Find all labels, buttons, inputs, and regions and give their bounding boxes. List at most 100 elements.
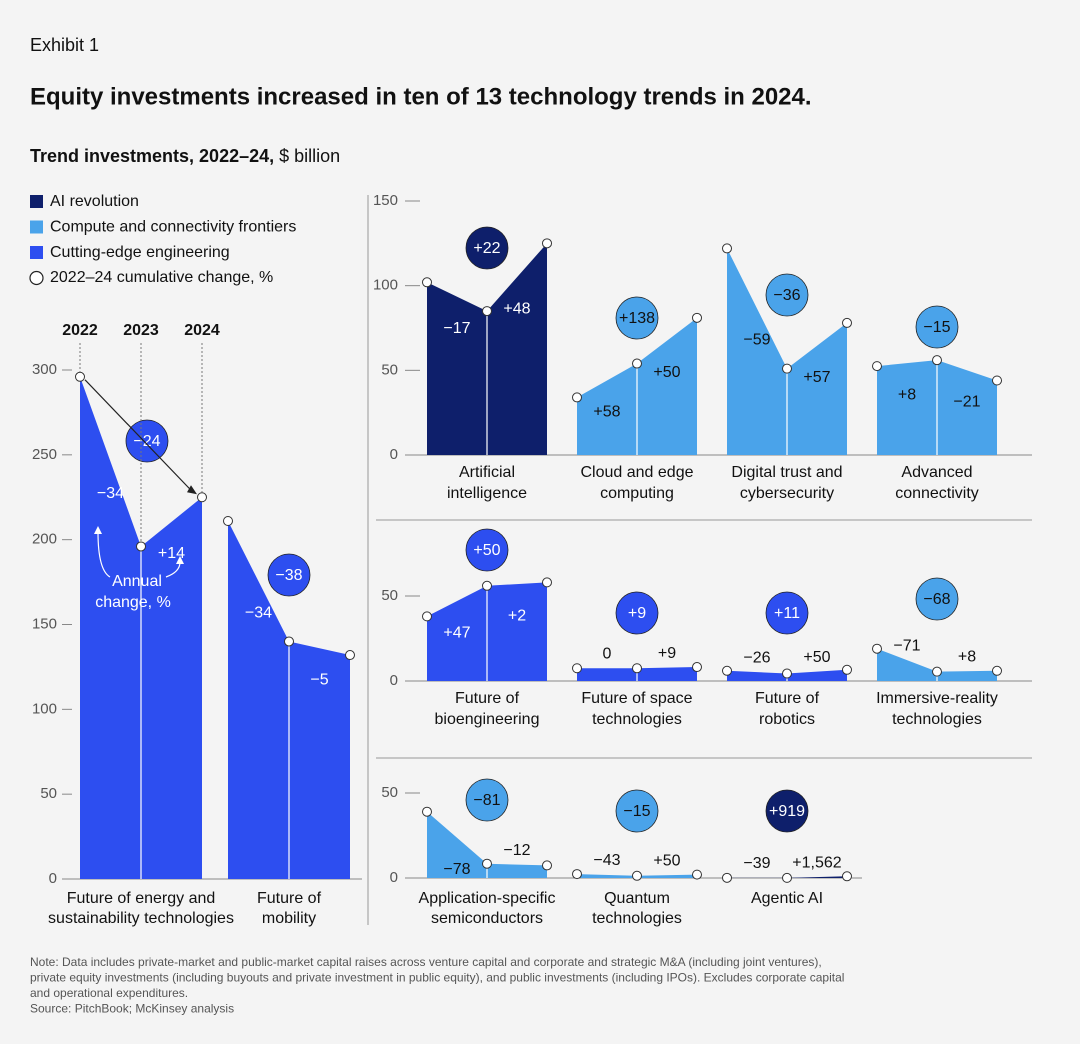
point [872,361,882,372]
category-label: cybersecurity [740,485,834,502]
category-label: Digital trust and [731,464,842,481]
cumulative-change-label: −68 [923,591,950,608]
point [722,665,732,676]
category-label: Future of energy and [67,890,216,907]
notes: Note: Data includes private-market and p… [30,955,844,1016]
cumulative-change-label: +50 [473,542,500,559]
point [482,306,492,317]
cumulative-bubble [125,419,169,463]
cumulative-change-label: +9 [628,605,646,622]
category-label: Future of [455,690,520,707]
legend-swatch [30,220,43,234]
category-label: robotics [759,711,815,728]
cumulative-arrow [84,379,193,492]
point [632,358,642,369]
category-label: technologies [592,711,682,728]
area [877,648,997,681]
y-tick-label: 50 [40,785,57,802]
point [692,869,702,880]
legend-label: Compute and connectivity frontiers [50,219,296,236]
area [727,876,847,878]
cumulative-change-label: −38 [275,567,302,584]
annual-change-label: −78 [443,861,470,878]
cumulative-bubble [765,789,809,833]
cumulative-bubble [765,273,809,317]
point [572,663,582,674]
category-label: Agentic AI [751,890,823,907]
point [482,580,492,591]
annual-change-label: −12 [503,842,530,859]
point [722,243,732,254]
arrowhead [176,556,184,564]
cumulative-bubble [915,305,959,349]
cumulative-change-label: −81 [473,792,500,809]
arrowhead [187,485,197,495]
point [284,636,294,647]
category-label: intelligence [447,485,527,502]
category-label: Quantum [604,890,670,907]
category-label: Application-specific [419,890,556,907]
point [422,277,432,288]
annual-change-label: −39 [743,855,770,872]
y-tick-label: 0 [390,869,398,886]
annual-change-label: +8 [958,648,976,665]
point [572,392,582,403]
source: Source: PitchBook; McKinsey analysis [30,1002,234,1016]
point [992,665,1002,676]
y-tick-label: 50 [381,587,398,604]
legend: AI revolution Compute and connectivity fr… [29,193,296,286]
annual-change-label: 0 [603,645,612,662]
cumulative-change-label: −24 [133,433,160,450]
category-label: connectivity [895,485,979,502]
area [727,248,847,455]
point [542,577,552,588]
cumulative-change-label: −15 [623,803,650,820]
point [422,806,432,817]
cumulative-bubble [615,296,659,340]
point [572,869,582,880]
category-label: Future of [755,690,820,707]
annual-change-label: −26 [743,649,770,666]
category-label: mobility [262,910,316,927]
note: Note: Data includes private-market and p… [30,955,822,969]
category-label: computing [600,485,674,502]
subtitle-unit: $ billion [279,146,340,166]
y-tick-label: 0 [390,672,398,689]
annual-change-label: +14 [158,545,185,562]
annual-change-label: −43 [593,852,620,869]
category-label: Future of [257,890,322,907]
annual-change-label: +58 [593,404,620,421]
annual-change-label: −71 [893,637,920,654]
legend-label: AI revolution [50,193,139,210]
annual-change-label: +48 [503,300,530,317]
category-label: Immersive-reality [876,690,998,707]
category-label: Cloud and edge [581,464,694,481]
point [842,664,852,675]
annual-change-label: +2 [508,607,526,624]
cumulative-change-label: −15 [923,319,950,336]
point [542,860,552,871]
year-label: 2024 [184,322,220,339]
point [482,858,492,869]
subtitle-bold: Trend investments, 2022–24, [30,146,274,166]
annual-change-label: −21 [953,394,980,411]
cumulative-change-label: +11 [774,605,800,622]
annual-change-label: −34 [245,604,272,621]
y-tick-label: 250 [32,446,57,463]
category-label: bioengineering [435,711,540,728]
annual-change-label: +57 [803,369,830,386]
cumulative-bubble [465,778,509,822]
cumulative-change-label: +138 [619,310,655,327]
point [932,355,942,366]
annual-change-label: −34 [97,485,124,502]
year-label: 2023 [123,322,159,339]
annual-change-label: +50 [803,649,830,666]
category-label: sustainability technologies [48,910,234,927]
category-label: technologies [592,910,682,927]
point [692,312,702,323]
subtitle: Trend investments, 2022–24, $ billion [30,146,340,166]
point [782,668,792,679]
point [842,871,852,882]
category-label: semiconductors [431,910,543,927]
